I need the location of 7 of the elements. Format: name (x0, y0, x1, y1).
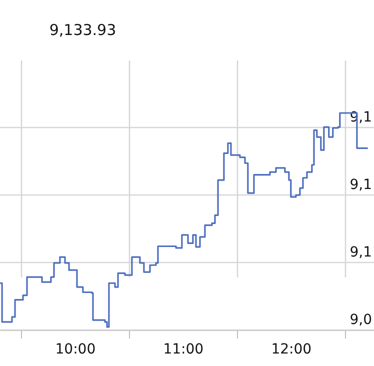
x-tick-label: 12:00 (271, 342, 312, 358)
annotation: 9,1 (350, 177, 372, 193)
annotation: 9,1 (350, 244, 372, 260)
annotation: 9,0 (350, 312, 372, 328)
x-tick-label: 11:00 (163, 342, 204, 358)
chart-title: 9,133.93 (49, 21, 116, 39)
x-tick-label: 10:00 (55, 342, 96, 358)
